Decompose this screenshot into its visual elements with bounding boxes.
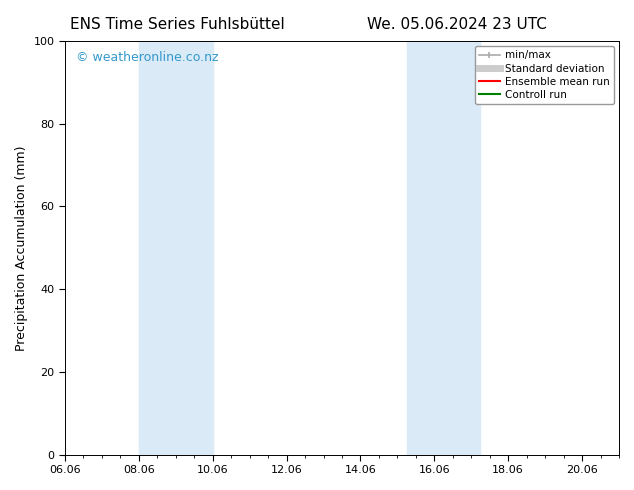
Text: We. 05.06.2024 23 UTC: We. 05.06.2024 23 UTC [366,17,547,32]
Text: ENS Time Series Fuhlsbüttel: ENS Time Series Fuhlsbüttel [70,17,285,32]
Text: © weatheronline.co.nz: © weatheronline.co.nz [76,51,219,64]
Bar [406,41,481,455]
Bar [139,41,213,455]
Legend: min/max, Standard deviation, Ensemble mean run, Controll run: min/max, Standard deviation, Ensemble me… [475,46,614,104]
Y-axis label: Precipitation Accumulation (mm): Precipitation Accumulation (mm) [15,145,28,350]
